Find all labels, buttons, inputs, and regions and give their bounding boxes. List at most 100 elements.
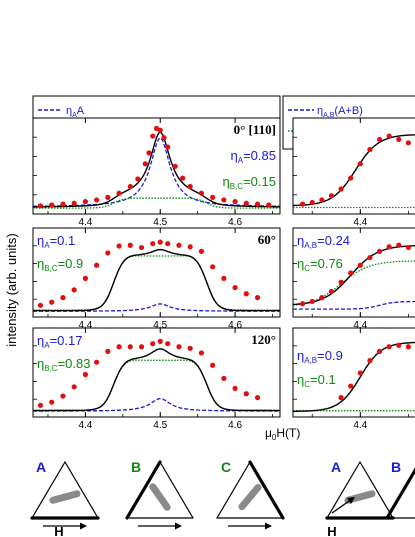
- data-point: [396, 136, 402, 143]
- schematic-label: A: [36, 459, 46, 475]
- data-point: [82, 199, 88, 205]
- data-point: [396, 242, 402, 248]
- fit-curve: [33, 348, 280, 412]
- schematic-label: B: [131, 459, 141, 475]
- data-point: [232, 284, 238, 291]
- data-point: [232, 199, 238, 205]
- data-point: [71, 287, 77, 293]
- panel-left-60: 4.4 4.5 4.6 60° ηA=0.1 ηB,C=0.9: [32, 227, 281, 331]
- data-point: [49, 399, 55, 405]
- data-point: [60, 295, 66, 301]
- x-axis-label-mu: μ: [265, 426, 272, 440]
- data-point: [127, 344, 133, 350]
- data-point: [357, 262, 363, 268]
- data-point: [105, 348, 111, 354]
- data-point: [405, 344, 411, 350]
- panel-title: 60°: [258, 232, 276, 247]
- x-tick-label: 4.6: [228, 420, 242, 431]
- data-point: [221, 375, 227, 381]
- data-point: [254, 395, 261, 401]
- data-point: [376, 348, 383, 354]
- data-point: [60, 393, 66, 399]
- panel-annotation: ηB,C=0.9: [37, 256, 83, 273]
- panel-left-120: 4.4 4.5 4.6 120° ηA=0.17 ηB,C=0.83: [32, 327, 281, 431]
- panel-annotation: ηB,C=0.15: [223, 174, 276, 191]
- data-point: [328, 193, 335, 199]
- data-point: [405, 140, 411, 146]
- data-point: [386, 244, 392, 250]
- data-point: [116, 344, 122, 350]
- x-tick-label: 4.5: [153, 420, 167, 431]
- x-tick-label: 4.4: [353, 217, 367, 228]
- data-point: [150, 133, 156, 139]
- data-point: [116, 243, 122, 249]
- data-point: [82, 371, 88, 378]
- data-point: [396, 342, 402, 348]
- data-point: [338, 395, 344, 401]
- domain-bar: [49, 490, 81, 504]
- data-point: [165, 241, 171, 247]
- x-tick-label: 4.5: [153, 320, 167, 331]
- data-point: [198, 248, 205, 254]
- data-point: [165, 341, 171, 347]
- data-point: [37, 402, 44, 408]
- data-point: [210, 264, 216, 270]
- data-point: [150, 241, 156, 247]
- component-dotted-curve: [33, 255, 280, 311]
- data-point: [150, 341, 156, 347]
- data-point: [82, 275, 88, 281]
- data-point: [254, 295, 261, 301]
- data-point: [60, 201, 66, 207]
- data-point: [338, 279, 344, 285]
- x-tick-label: 4.5: [153, 217, 167, 228]
- panel-annotation: ηA,B=0.9: [297, 348, 343, 365]
- x-tick-label: 4.4: [78, 217, 92, 228]
- data-point: [172, 163, 178, 169]
- panel-annotation: ηC=0.76: [297, 256, 343, 273]
- panel-frame: [32, 227, 281, 318]
- x-axis-label-tail: H(T): [276, 426, 300, 440]
- data-point: [135, 176, 141, 182]
- data-point: [138, 244, 145, 251]
- panel-annotation: ηA=0.1: [37, 233, 75, 250]
- data-point: [161, 135, 167, 141]
- data-point: [243, 200, 249, 206]
- data-point: [187, 345, 193, 351]
- data-point: [386, 344, 392, 350]
- data-point: [105, 250, 111, 256]
- panel-annotation: ηA=0.17: [37, 333, 82, 350]
- component-dashed-curve: [293, 300, 415, 310]
- domain-bar: [344, 490, 376, 504]
- y-axis-label: intensity (arb. units): [4, 233, 19, 346]
- data-point: [309, 298, 315, 305]
- schematic-4: AH: [325, 459, 395, 537]
- data-point: [176, 344, 182, 350]
- x-tick-label: 4.6: [228, 320, 242, 331]
- data-point: [94, 197, 100, 203]
- schematic-label: A: [331, 459, 341, 475]
- schematic-label: B: [391, 459, 401, 475]
- data-point: [221, 197, 227, 203]
- data-point: [94, 359, 100, 365]
- data-point: [180, 175, 186, 181]
- domain-bar: [238, 483, 262, 511]
- data-point: [146, 150, 152, 156]
- data-point: [116, 190, 122, 196]
- panel-right-bot: 4.4 ηA,B=0.9 ηC=0.1: [292, 327, 415, 431]
- data-point: [198, 190, 205, 196]
- data-point: [386, 133, 392, 139]
- x-tick-label: 4.4: [353, 420, 367, 431]
- data-point: [157, 127, 163, 133]
- data-point: [338, 186, 344, 192]
- x-tick-label: 4.4: [353, 320, 367, 331]
- schematic-label: C: [221, 459, 231, 475]
- data-point: [187, 183, 193, 190]
- data-point: [127, 242, 133, 248]
- fit-curve: [33, 131, 280, 208]
- data-point: [37, 203, 44, 209]
- data-point: [243, 391, 249, 397]
- data-point: [198, 350, 205, 356]
- panel-annotation: ηB,C=0.83: [37, 356, 90, 373]
- x-tick-label: 4.4: [78, 420, 92, 431]
